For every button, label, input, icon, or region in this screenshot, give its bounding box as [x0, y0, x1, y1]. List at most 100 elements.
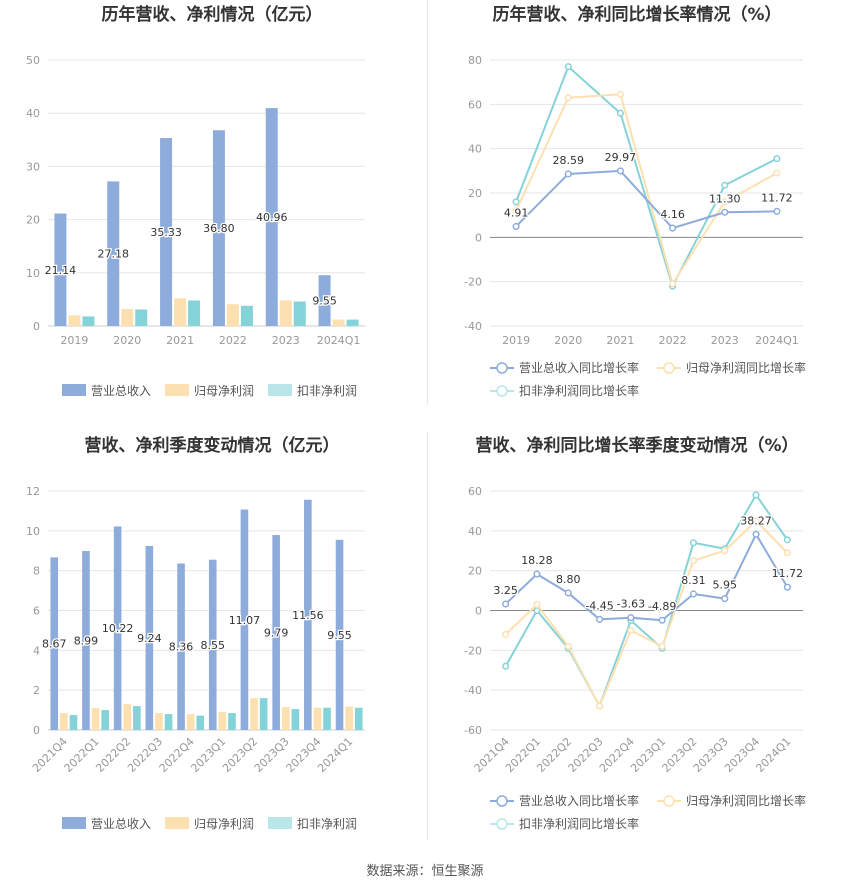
bar [304, 499, 312, 730]
bar [160, 138, 173, 326]
data-point [721, 198, 729, 206]
series-line [515, 169, 777, 230]
y-tick-label: 50 [26, 54, 40, 67]
x-tick-label: 2024Q1 [755, 334, 799, 347]
y-tick-label: 0 [33, 724, 40, 737]
x-tick-label: 2019 [502, 334, 530, 347]
legend-label: 营业总收入 [91, 384, 151, 398]
data-point [564, 642, 572, 650]
bar [69, 715, 78, 730]
y-tick-label: 80 [468, 54, 482, 67]
data-point [783, 536, 791, 544]
data-label: -4.89 [648, 600, 676, 613]
data-label: 36.80 [203, 222, 235, 235]
data-label: 8.67 [42, 638, 67, 651]
bar [208, 559, 217, 730]
data-point [773, 155, 781, 163]
data-point [616, 167, 624, 175]
bar [212, 130, 225, 326]
data-label: 10.22 [102, 622, 134, 635]
data-point [564, 589, 572, 597]
legend-label: 归母净利润同比增长率 [686, 793, 806, 808]
bar [318, 275, 331, 326]
data-point [627, 626, 635, 634]
data-point [502, 662, 510, 670]
bar [113, 526, 122, 730]
data-point [512, 207, 520, 215]
legend-swatch [268, 384, 292, 396]
y-tick-label: 60 [468, 98, 482, 111]
legend-label: 营业总收入 [91, 817, 151, 831]
legend-label: 扣非净利润 [297, 817, 357, 831]
x-tick-label: 2023 [711, 334, 739, 347]
data-point [752, 530, 760, 538]
y-tick-label: 20 [468, 565, 482, 578]
y-tick-label: 8 [33, 565, 40, 578]
legend-marker [496, 385, 508, 397]
bar [123, 704, 132, 730]
data-point [689, 590, 698, 598]
x-tick-label: 2024Q1 [317, 334, 361, 347]
y-tick-label: -20 [464, 644, 482, 657]
data-label: 8.80 [556, 573, 581, 586]
y-tick-label: -40 [464, 684, 482, 697]
data-point [752, 517, 760, 525]
x-tick-label: 2021 [166, 334, 194, 347]
vertical-divider-top [427, 0, 428, 405]
bar [332, 319, 345, 326]
data-label: 9.24 [137, 632, 162, 645]
bar [145, 545, 154, 730]
bar [323, 707, 331, 730]
data-point [564, 94, 572, 102]
data-label: 11.07 [229, 614, 261, 627]
data-point [616, 109, 624, 117]
bar [346, 319, 359, 326]
data-label: -4.45 [585, 599, 613, 612]
legend-swatch [165, 384, 189, 396]
y-tick-label: 2 [33, 684, 40, 697]
bar [155, 713, 163, 730]
data-label: 5.95 [713, 579, 738, 592]
bar [121, 308, 134, 326]
data-label: 8.31 [681, 574, 706, 587]
bar [226, 304, 239, 326]
data-point [721, 595, 729, 603]
chart-title: 历年营收、净利情况（亿元） [102, 4, 323, 25]
data-point [721, 208, 729, 216]
data-label: 28.59 [553, 154, 585, 167]
x-tick-label: 2022 [659, 334, 687, 347]
y-tick-label: 12 [26, 485, 40, 498]
data-label: 29.97 [605, 151, 637, 164]
y-tick-label: -40 [464, 320, 482, 333]
y-tick-label: 40 [26, 107, 40, 120]
bar [91, 708, 100, 730]
legend-marker [496, 795, 508, 807]
data-label: 11.72 [761, 191, 793, 204]
series-line [515, 64, 778, 289]
data-label: 35.33 [150, 226, 182, 239]
legend-swatch [62, 384, 86, 396]
data-label: 11.72 [772, 567, 804, 580]
bar [335, 539, 344, 730]
data-point [658, 642, 666, 650]
data-label: 3.25 [493, 584, 518, 597]
y-tick-label: 0 [475, 231, 482, 244]
y-tick-label: 40 [468, 525, 482, 538]
legend-label: 归母净利润 [194, 384, 254, 398]
bar [218, 712, 227, 730]
y-tick-label: 0 [475, 605, 482, 618]
legend-swatch [165, 817, 189, 829]
data-point [721, 547, 729, 555]
y-tick-label: 4 [33, 644, 40, 657]
legend-swatch [268, 817, 292, 829]
data-label: 11.56 [292, 609, 324, 622]
legend-marker [663, 362, 675, 374]
series-line [515, 93, 778, 287]
bar [174, 298, 187, 326]
data-point [564, 170, 572, 178]
x-tick-label: 2022 [219, 334, 247, 347]
y-tick-label: 30 [26, 160, 40, 173]
data-label: -3.63 [617, 598, 645, 611]
data-point [783, 583, 791, 591]
data-point [512, 198, 520, 206]
